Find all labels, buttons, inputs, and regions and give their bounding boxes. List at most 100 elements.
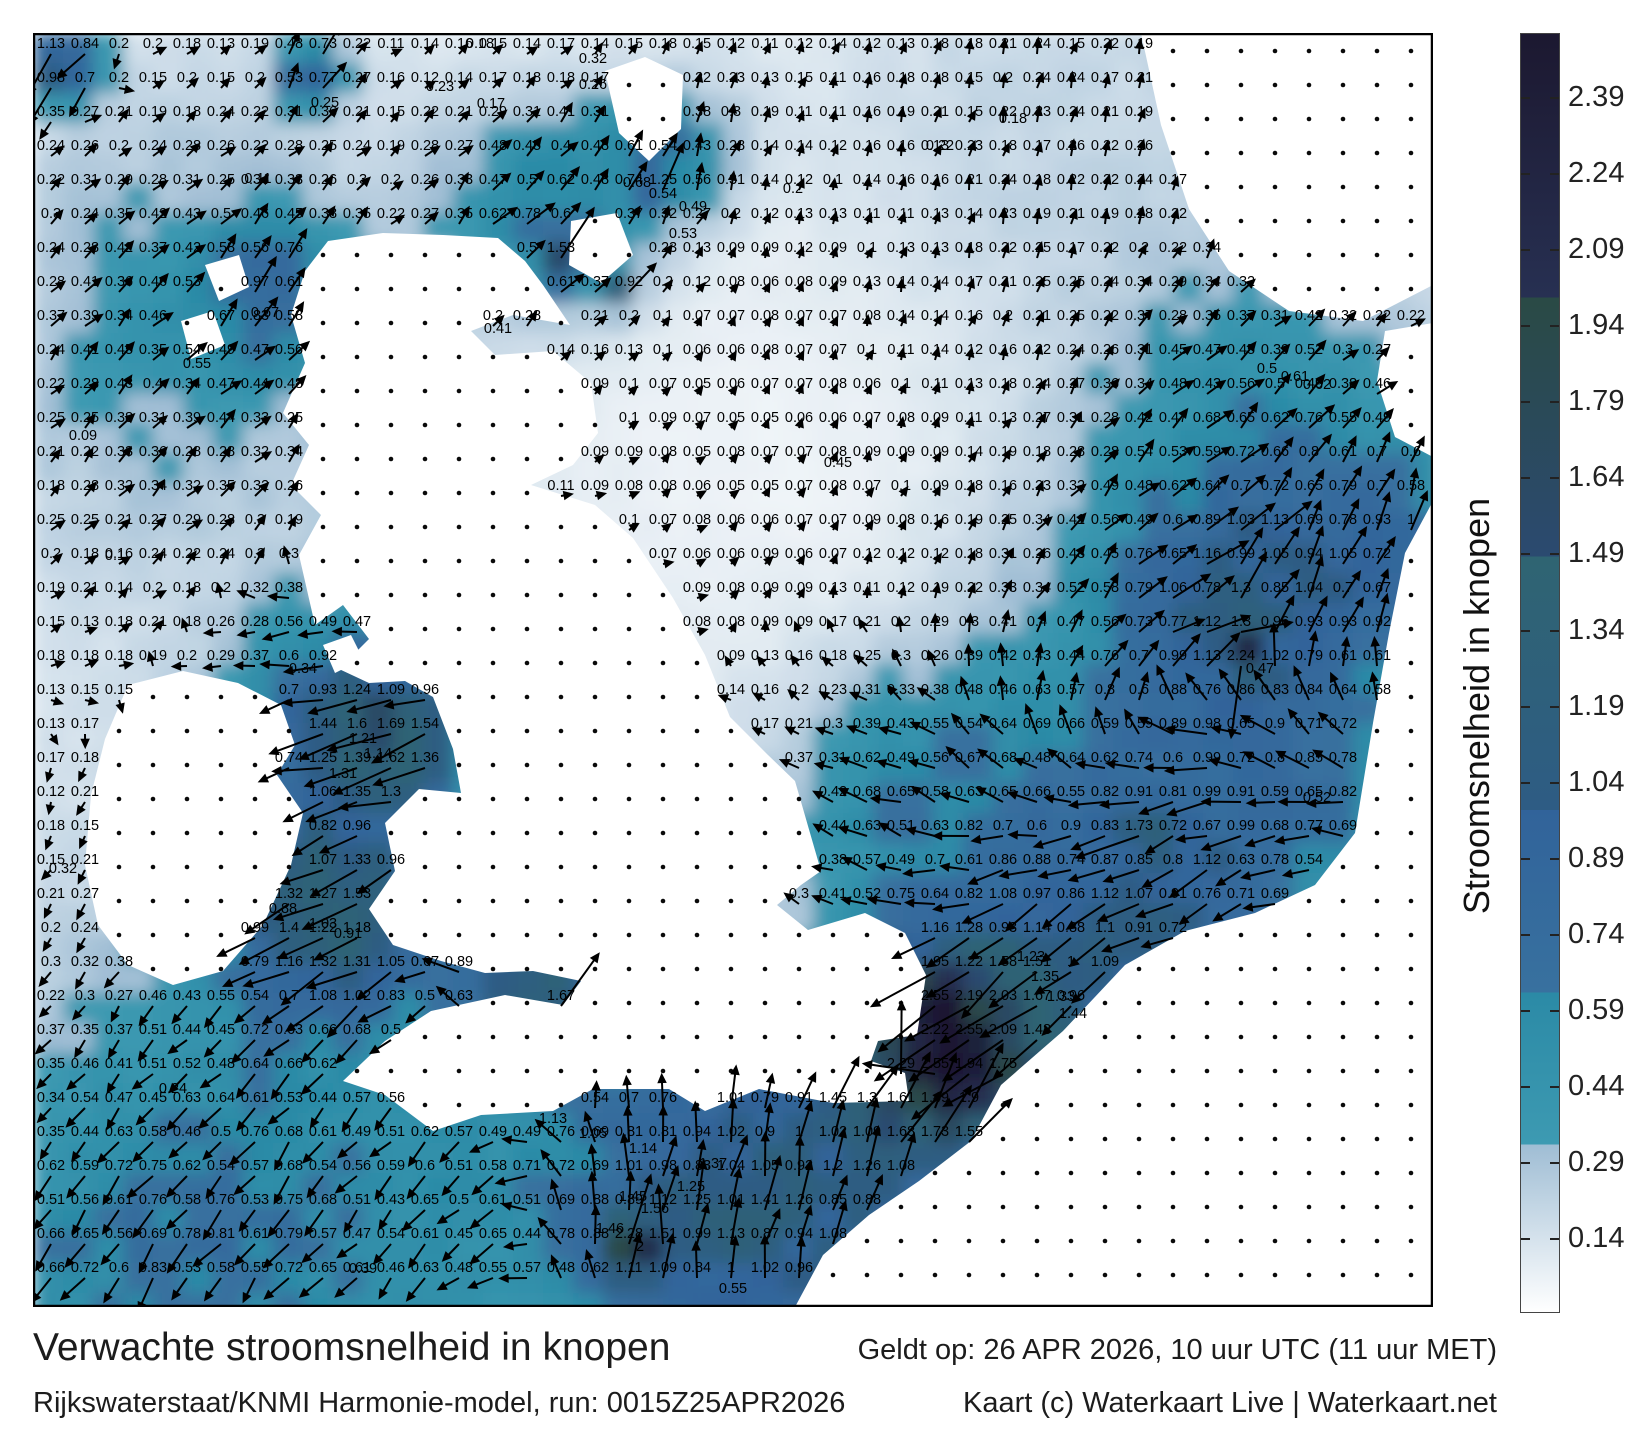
svg-text:0.24: 0.24 (1023, 70, 1051, 86)
svg-text:0.42: 0.42 (173, 240, 201, 256)
svg-text:0.24: 0.24 (1125, 172, 1153, 188)
svg-text:0.21: 0.21 (445, 104, 473, 120)
svg-text:0.41: 0.41 (71, 342, 99, 358)
svg-text:0.14: 0.14 (819, 36, 847, 52)
svg-text:0.38: 0.38 (309, 206, 337, 222)
colorbar-tick (1550, 173, 1559, 176)
svg-text:0.36: 0.36 (139, 444, 167, 460)
svg-text:0.19: 0.19 (377, 138, 405, 154)
svg-text:0.28: 0.28 (37, 274, 65, 290)
svg-text:0.18: 0.18 (173, 104, 201, 120)
svg-text:0.2: 0.2 (245, 70, 265, 86)
svg-text:0.42: 0.42 (1125, 410, 1153, 426)
svg-text:0.28: 0.28 (1091, 444, 1119, 460)
svg-text:0.28: 0.28 (173, 138, 201, 154)
svg-text:0.46: 0.46 (139, 274, 167, 290)
svg-text:0.2: 0.2 (109, 138, 129, 154)
svg-text:0.16: 0.16 (887, 172, 915, 188)
svg-text:0.06: 0.06 (717, 342, 745, 358)
svg-text:0.22: 0.22 (683, 70, 711, 86)
colorbar-tick (1521, 1085, 1530, 1088)
svg-text:0.11: 0.11 (955, 410, 982, 426)
svg-text:0.22: 0.22 (37, 172, 65, 188)
svg-text:0.17: 0.17 (1091, 70, 1119, 86)
svg-text:0.23: 0.23 (989, 206, 1017, 222)
legend-tick-label: 1.34 (1568, 613, 1625, 646)
svg-text:0.28: 0.28 (207, 444, 235, 460)
svg-text:0.48: 0.48 (581, 172, 609, 188)
svg-text:0.22: 0.22 (989, 240, 1017, 256)
svg-text:0.3: 0.3 (721, 104, 741, 120)
svg-text:0.37: 0.37 (37, 308, 65, 324)
svg-text:0.2: 0.2 (619, 308, 639, 324)
svg-text:0.61: 0.61 (547, 274, 575, 290)
svg-text:0.1: 0.1 (653, 342, 673, 358)
svg-text:0.3: 0.3 (41, 206, 61, 222)
svg-text:0.09: 0.09 (921, 444, 949, 460)
svg-text:0.09: 0.09 (887, 444, 915, 460)
svg-text:0.45: 0.45 (1159, 342, 1187, 358)
svg-text:0.24: 0.24 (1057, 342, 1085, 358)
svg-text:0.13: 0.13 (207, 36, 235, 52)
svg-text:0.11: 0.11 (921, 376, 948, 392)
svg-text:0.06: 0.06 (853, 376, 881, 392)
legend-tick-label: 0.14 (1568, 1222, 1625, 1254)
svg-text:0.92: 0.92 (615, 274, 643, 290)
svg-text:0.32: 0.32 (1329, 308, 1357, 324)
svg-text:0.41: 0.41 (71, 274, 99, 290)
svg-text:0.22: 0.22 (1363, 308, 1391, 324)
svg-text:0.18: 0.18 (989, 376, 1017, 392)
svg-text:0.84: 0.84 (71, 36, 99, 52)
svg-text:0.22: 0.22 (241, 138, 269, 154)
svg-text:0.42: 0.42 (1295, 308, 1323, 324)
svg-text:0.58: 0.58 (207, 240, 235, 256)
svg-text:0.68: 0.68 (1193, 410, 1221, 426)
svg-text:0.08: 0.08 (819, 376, 847, 392)
colorbar-axis-label: Stroomsnelheid in knopen (1456, 497, 1497, 915)
svg-text:0.62: 0.62 (479, 206, 507, 222)
svg-text:0.18: 0.18 (649, 36, 677, 52)
svg-text:0.24: 0.24 (1091, 274, 1119, 290)
svg-text:0.19: 0.19 (751, 104, 779, 120)
svg-text:0.37: 0.37 (615, 206, 643, 222)
land-region-orkney (569, 213, 633, 283)
svg-text:0.47: 0.47 (241, 342, 269, 358)
svg-text:0.18: 0.18 (921, 36, 949, 52)
svg-text:0.11: 0.11 (377, 36, 404, 52)
svg-text:0.47: 0.47 (207, 376, 235, 392)
svg-text:0.09: 0.09 (615, 444, 643, 460)
svg-text:0.38: 0.38 (683, 104, 711, 120)
svg-text:0.22: 0.22 (1159, 240, 1187, 256)
svg-text:0.16: 0.16 (377, 70, 405, 86)
svg-text:0.31: 0.31 (1125, 342, 1153, 358)
current-arrows (33, 33, 1429, 1307)
svg-text:0.31: 0.31 (139, 410, 167, 426)
colorbar-tick (1521, 173, 1530, 176)
svg-text:0.15: 0.15 (615, 36, 643, 52)
svg-text:0.14: 0.14 (751, 172, 779, 188)
svg-text:0.07: 0.07 (751, 376, 779, 392)
svg-text:0.13: 0.13 (887, 36, 915, 52)
svg-text:0.19: 0.19 (887, 104, 915, 120)
svg-text:0.21: 0.21 (1091, 104, 1119, 120)
svg-text:0.09: 0.09 (921, 410, 949, 426)
svg-text:0.15: 0.15 (1057, 36, 1085, 52)
svg-text:0.22: 0.22 (1091, 172, 1119, 188)
svg-text:0.46: 0.46 (241, 206, 269, 222)
svg-text:0.24: 0.24 (1023, 36, 1051, 52)
svg-text:0.22: 0.22 (1091, 240, 1119, 256)
svg-text:0.3: 0.3 (1333, 342, 1353, 358)
svg-text:0.12: 0.12 (853, 36, 881, 52)
legend-tick-label: 0.44 (1568, 1069, 1625, 1102)
svg-text:0.06: 0.06 (819, 410, 847, 426)
model-run-label: Rijkswaterstaat/KNMI Harmonie-model, run… (33, 1387, 846, 1419)
svg-text:0.11: 0.11 (751, 36, 778, 52)
svg-text:0.18: 0.18 (921, 70, 949, 86)
svg-text:0.97: 0.97 (241, 274, 269, 290)
svg-text:0.18: 0.18 (513, 70, 541, 86)
land-region-norway (1141, 33, 1433, 321)
svg-text:0.76: 0.76 (1295, 410, 1323, 426)
legend-tick-label: 1.79 (1568, 385, 1625, 418)
svg-text:0.25: 0.25 (71, 410, 99, 426)
colorbar-tick (1521, 401, 1530, 404)
